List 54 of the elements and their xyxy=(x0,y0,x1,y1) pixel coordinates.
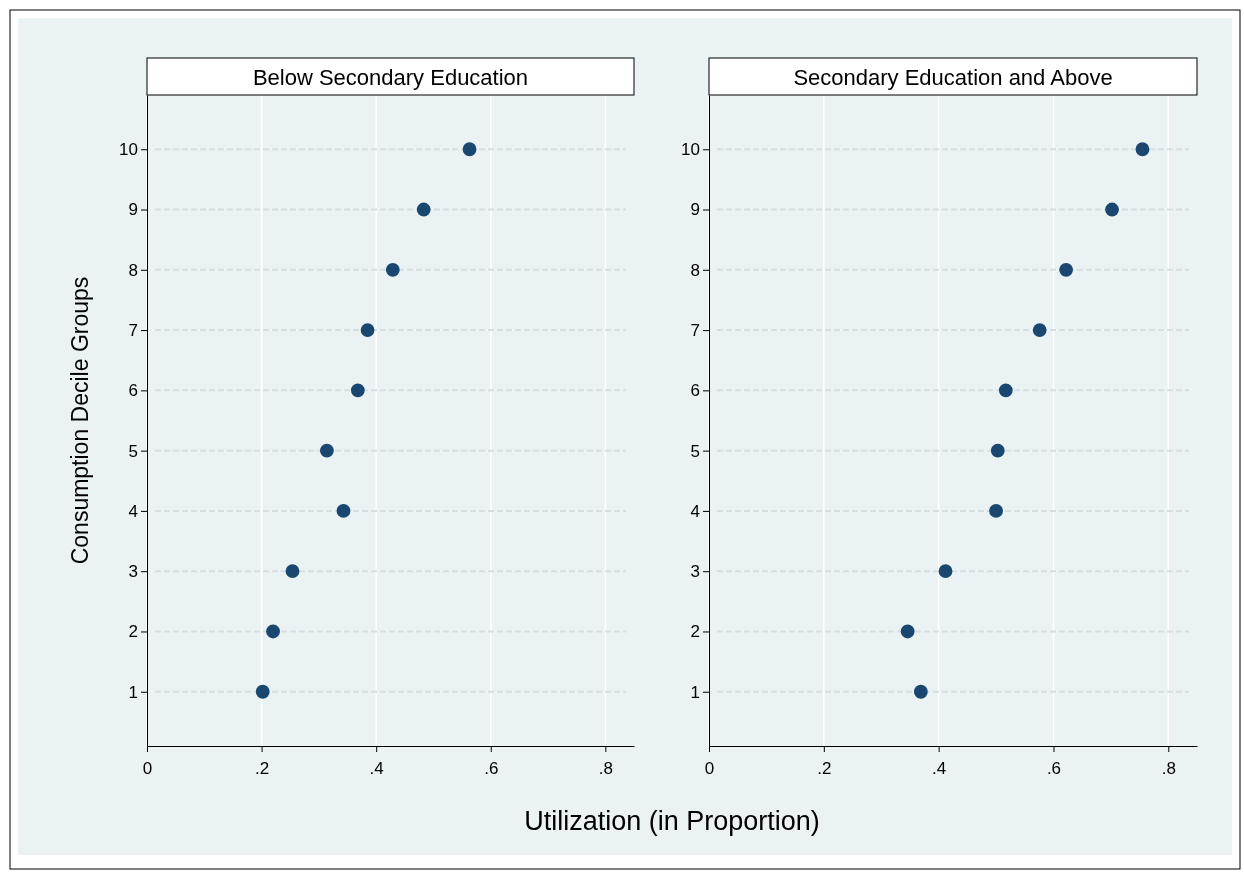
point xyxy=(938,564,953,579)
y-tick-label: 5 xyxy=(128,441,138,461)
y-tick-label: 1 xyxy=(128,682,138,702)
chart-title: Secondary Education and Above xyxy=(793,65,1113,90)
x-tick-label: .2 xyxy=(817,758,832,778)
y-tick-label: 3 xyxy=(128,562,138,582)
y-tick-label: 6 xyxy=(690,381,700,401)
x-tick-label: .8 xyxy=(598,758,613,778)
point xyxy=(266,624,280,639)
y-tick-label: 2 xyxy=(690,622,700,642)
point xyxy=(913,684,928,699)
y-tick-label: 8 xyxy=(128,260,138,280)
x-tick-label: .2 xyxy=(254,758,270,778)
y-tick-label: 9 xyxy=(690,200,700,220)
point xyxy=(1059,262,1074,277)
y-tick-label: 7 xyxy=(690,321,700,341)
y-tick-label: 10 xyxy=(681,140,700,160)
y-tick-label: 5 xyxy=(690,441,700,461)
point xyxy=(360,323,375,337)
point xyxy=(255,684,270,699)
chart-title: Below Secondary Education xyxy=(252,65,529,90)
x-tick-label: .6 xyxy=(484,758,499,778)
point xyxy=(900,624,915,639)
y-tick-label: 2 xyxy=(128,622,138,642)
point xyxy=(336,504,351,518)
point xyxy=(285,564,300,579)
point xyxy=(990,443,1005,458)
x-tick-label: .4 xyxy=(932,758,947,778)
y-tick-label: 10 xyxy=(119,140,138,160)
y-tick-label: 4 xyxy=(690,501,700,521)
point xyxy=(350,383,365,398)
y-axis-title: Consumption Decile Groups xyxy=(67,276,93,565)
x-tick-label: .8 xyxy=(1161,758,1176,778)
y-tick-label: 1 xyxy=(690,682,700,702)
y-tick-label: 9 xyxy=(128,200,138,220)
x-tick-label: 0 xyxy=(704,758,715,778)
x-axis-title: Utilization (in Proportion) xyxy=(524,806,820,836)
x-tick-label: .4 xyxy=(369,758,384,778)
point xyxy=(462,142,477,157)
y-tick-label: 7 xyxy=(128,321,138,341)
y-tick-label: 3 xyxy=(690,562,700,582)
y-tick-label: 8 xyxy=(690,260,700,280)
point xyxy=(998,383,1013,398)
y-tick-label: 4 xyxy=(128,501,138,521)
point xyxy=(319,443,334,458)
point xyxy=(1135,142,1150,157)
x-tick-label: .6 xyxy=(1046,758,1062,778)
point xyxy=(989,504,1003,518)
point xyxy=(416,202,431,217)
y-tick-label: 6 xyxy=(128,381,138,401)
x-tick-label: 0 xyxy=(142,758,153,778)
point xyxy=(1105,202,1119,217)
point xyxy=(385,262,400,277)
point xyxy=(1032,323,1047,337)
